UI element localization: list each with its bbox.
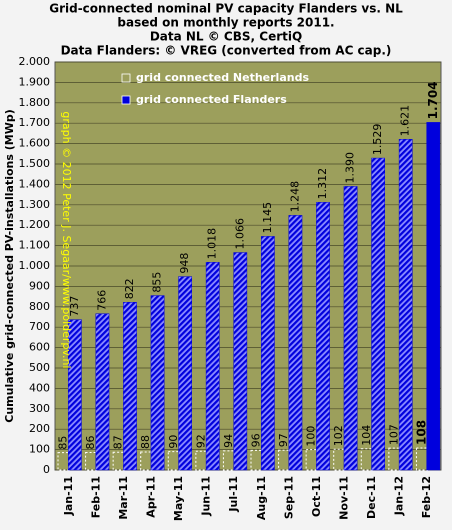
- chart-title: Data NL © CBS, CertiQ: [150, 30, 302, 44]
- value-label: 1.312: [316, 168, 329, 200]
- value-label: 1.621: [399, 105, 412, 137]
- value-label: 88: [139, 435, 152, 449]
- value-label: 108: [414, 420, 428, 445]
- value-label: 102: [332, 425, 345, 446]
- x-tick-label: Apr-11: [145, 476, 158, 518]
- bar: [288, 215, 303, 471]
- value-label: 1.390: [344, 152, 357, 184]
- bar: [398, 139, 413, 471]
- value-label: 1.066: [233, 218, 246, 250]
- bar: [95, 313, 110, 471]
- value-label: 822: [123, 278, 136, 299]
- value-label: 96: [250, 433, 263, 447]
- x-tick-label: Oct-11: [310, 476, 323, 517]
- value-label: 97: [277, 433, 290, 447]
- y-axis-label: Cumulative grid-connected PV-installatio…: [3, 109, 16, 422]
- value-label: 948: [178, 253, 191, 274]
- x-tick-label: Dec-11: [365, 476, 378, 519]
- y-tick-label: 1.000: [19, 259, 51, 272]
- bar: [67, 319, 82, 471]
- value-label: 766: [95, 290, 108, 311]
- bar: [426, 122, 441, 471]
- watermark: graph © 2012 Peter J. Segaar/www.polderp…: [60, 111, 73, 368]
- value-label: 104: [360, 425, 373, 446]
- y-tick-label: 1.800: [19, 96, 51, 109]
- bar: [123, 302, 137, 471]
- value-label: 1.248: [288, 181, 301, 213]
- value-label: 85: [57, 436, 70, 450]
- value-label: 107: [387, 424, 400, 445]
- y-tick-label: 300: [29, 402, 50, 415]
- bar: [150, 295, 165, 471]
- y-tick-label: 700: [29, 320, 50, 333]
- bar: [178, 276, 193, 471]
- bar: [205, 262, 220, 471]
- bar: [57, 452, 70, 471]
- value-label: 1.704: [426, 81, 440, 119]
- y-tick-label: 100: [29, 443, 50, 456]
- y-tick-label: 1.100: [19, 239, 51, 252]
- y-tick-label: 900: [29, 279, 50, 292]
- x-tick-label: Nov-11: [338, 476, 351, 520]
- x-tick-label: Mar-11: [117, 476, 130, 520]
- x-tick-label: Feb-12: [420, 476, 433, 518]
- y-tick-label: 1.600: [19, 137, 51, 150]
- bar: [85, 451, 98, 471]
- value-label: 100: [305, 426, 318, 447]
- y-tick-label: 400: [29, 381, 50, 394]
- y-tick-label: 1.700: [19, 116, 51, 129]
- value-label: 87: [112, 435, 125, 449]
- x-tick-label: Jan-11: [62, 476, 75, 516]
- bar: [260, 236, 275, 471]
- y-tick-label: 1.500: [19, 157, 51, 170]
- x-tick-label: Jun-11: [200, 476, 213, 517]
- y-tick-label: 800: [29, 300, 50, 313]
- value-label: 1.529: [371, 124, 384, 156]
- y-tick-label: 0: [43, 463, 50, 476]
- bar: [343, 186, 358, 471]
- value-label: 1.018: [206, 228, 219, 260]
- chart-title: Data Flanders: © VREG (converted from AC…: [61, 44, 392, 58]
- chart-title: Grid-connected nominal PV capacity Fland…: [49, 2, 403, 16]
- y-tick-label: 600: [29, 341, 50, 354]
- bar: [316, 202, 330, 471]
- legend-label: grid connected Netherlands: [136, 71, 309, 84]
- y-tick-label: 1.200: [19, 218, 51, 231]
- value-label: 94: [222, 434, 235, 448]
- value-label: 1.145: [261, 202, 274, 234]
- x-tick-label: May-11: [172, 476, 185, 521]
- value-label: 855: [151, 272, 164, 293]
- x-tick-label: Aug-11: [255, 476, 268, 520]
- value-label: 737: [68, 296, 81, 317]
- bar: [415, 447, 428, 471]
- y-tick-label: 1.300: [19, 198, 51, 211]
- x-tick-label: Feb-11: [89, 476, 102, 518]
- y-tick-label: 500: [29, 361, 50, 374]
- y-tick-label: 1.400: [19, 177, 51, 190]
- legend-label: grid connected Flanders: [136, 93, 287, 106]
- x-tick-label: Jul-11: [227, 476, 240, 513]
- bar: [112, 451, 125, 471]
- value-label: 86: [84, 435, 97, 449]
- value-label: 92: [194, 434, 207, 448]
- y-tick-label: 200: [29, 422, 50, 435]
- bar: [371, 157, 386, 471]
- bar: [233, 252, 248, 471]
- legend-swatch: [121, 73, 131, 83]
- x-tick-label: Sep-11: [282, 476, 295, 519]
- x-tick-label: Jan-12: [393, 476, 406, 516]
- value-label: 90: [167, 435, 180, 449]
- chart-title: based on monthly reports 2011.: [117, 16, 334, 30]
- y-tick-label: 2.000: [19, 55, 51, 68]
- legend-swatch: [121, 95, 131, 105]
- y-tick-label: 1.900: [19, 75, 51, 88]
